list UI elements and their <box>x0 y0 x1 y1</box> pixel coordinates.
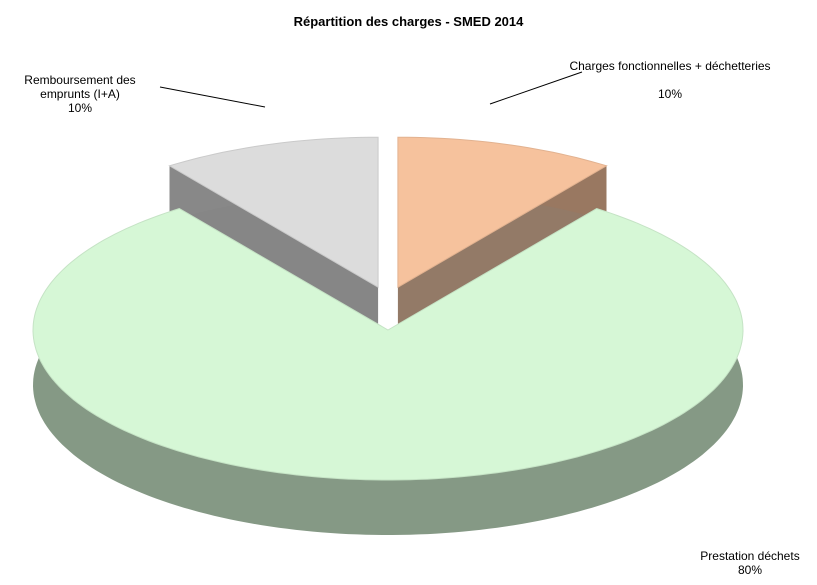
slice-value-label: 10% <box>67 101 93 115</box>
slice <box>397 136 608 289</box>
slice-label: Charges fonctionnelles + déchetteries <box>569 59 771 73</box>
slice <box>32 208 744 481</box>
slice-label: Prestation déchets <box>700 549 800 563</box>
slice <box>168 136 379 289</box>
chart-title: Répartition des charges - SMED 2014 <box>293 14 524 29</box>
leader-line <box>159 86 266 108</box>
slice-label: Remboursement des emprunts (I+A) <box>24 73 136 101</box>
leader-line <box>489 71 583 105</box>
slice-value-label: 80% <box>737 563 763 577</box>
slice-value-label: 10% <box>657 87 683 101</box>
